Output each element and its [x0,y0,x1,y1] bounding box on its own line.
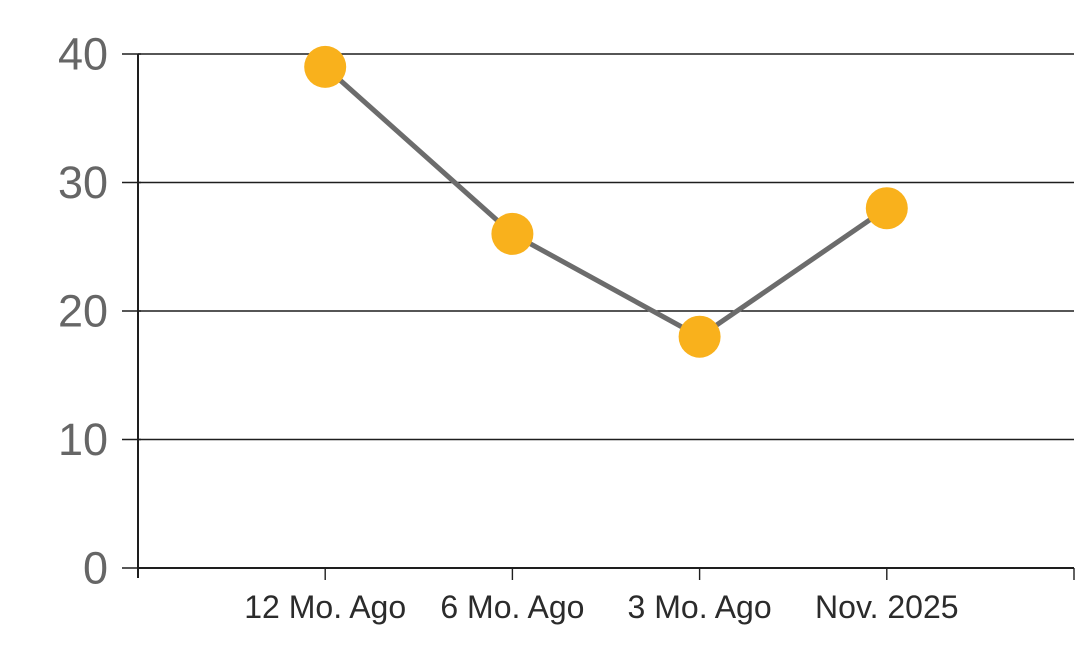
x-tick-label: 6 Mo. Ago [440,589,584,625]
y-tick-label: 10 [58,414,108,465]
data-point-marker [304,45,347,88]
series-line [322,64,890,340]
x-tick-label: 12 Mo. Ago [244,589,406,625]
data-point-marker [865,187,908,230]
x-tick-label: 3 Mo. Ago [628,589,772,625]
data-point-marker [491,212,534,255]
y-tick-label: 40 [58,29,108,80]
y-tick-label: 30 [58,157,108,208]
y-tick-label: 20 [58,286,108,337]
x-tick-label: Nov. 2025 [815,589,959,625]
y-tick-label: 0 [83,543,108,594]
data-point-marker [678,315,721,358]
